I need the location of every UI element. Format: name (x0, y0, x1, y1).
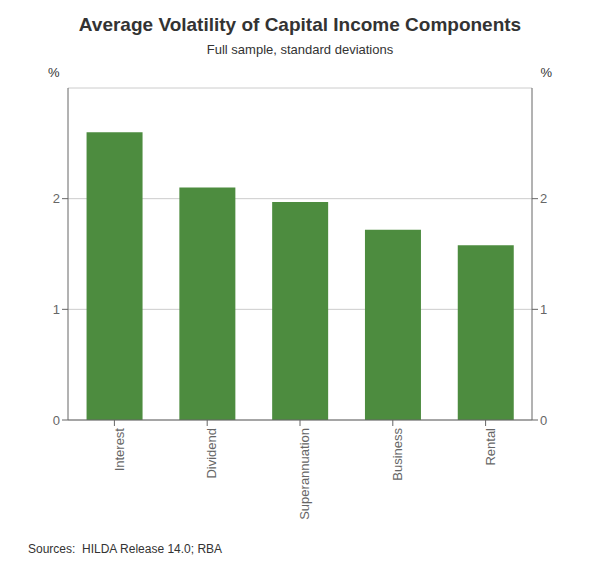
html-text:Full sample, standard deviatio: Full sample, standard deviations (206, 42, 394, 57)
svg-text:0: 0 (53, 413, 60, 428)
html-text:Sources: HILDA Release 14.0; R: Sources: HILDA Release 14.0; RBA (28, 542, 223, 556)
svg-text:Superannuation: Superannuation (297, 428, 312, 520)
svg-text:Interest: Interest (112, 428, 127, 472)
svg-text:Rental: Rental (483, 428, 498, 466)
svg-text:Dividend: Dividend (204, 428, 219, 479)
svg-text:Business: Business (390, 428, 405, 481)
svg-text:2: 2 (53, 191, 60, 206)
svg-text:1: 1 (53, 302, 60, 317)
svg-text:1: 1 (540, 302, 547, 317)
html-text:Average Volatility of Capital: Average Volatility of Capital Income Com… (78, 14, 522, 35)
svg-text:0: 0 (540, 413, 547, 428)
svg-text:2: 2 (540, 191, 547, 206)
